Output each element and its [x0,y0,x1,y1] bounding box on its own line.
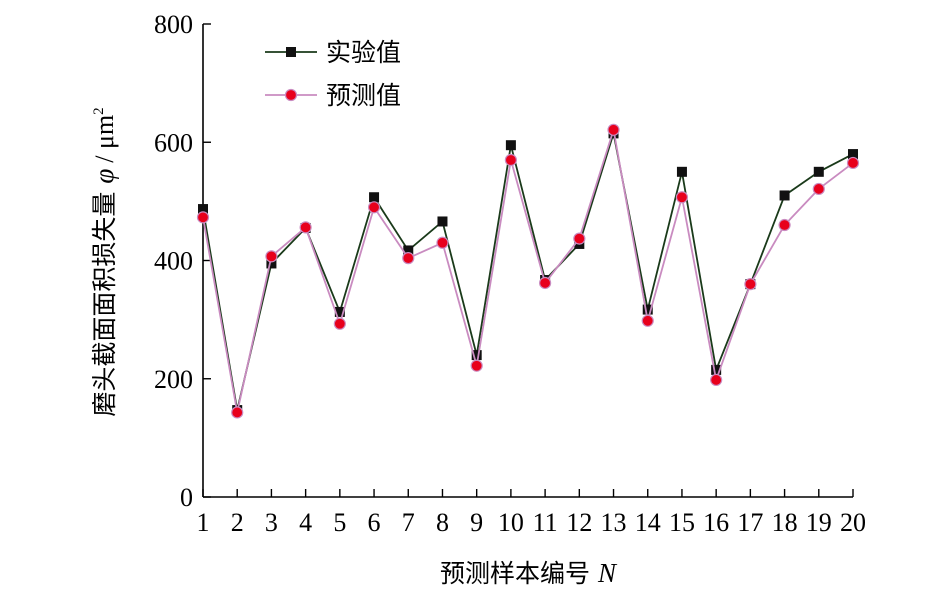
legend-label: 预测值 [326,81,401,110]
x-tick-label: 14 [635,508,661,537]
data-point-circle [641,314,654,327]
data-point-square [198,204,208,215]
x-tick-label: 3 [265,508,278,537]
data-point-square [334,306,345,317]
data-point-circle [470,359,483,372]
x-tick-label: 18 [772,508,798,537]
x-tick-label: 20 [840,508,866,537]
y-tick-label: 800 [154,10,193,39]
y-tick-label: 0 [180,483,193,512]
x-tick-label: 10 [498,508,524,537]
data-point-square [848,149,858,160]
data-point-circle [812,182,825,196]
x-ticks: 1 2 3 4 5 6 7 8 9 10 11 12 13 14 15 16 17 18 19 20 [197,489,866,537]
data-point-square [369,192,380,203]
x-tick-label: 4 [299,508,312,537]
legend-marker-square [286,47,296,57]
data-point-circle [333,317,346,330]
legend-marker-circle [284,88,298,102]
data-point-circle [539,276,552,290]
data-point-circle [573,232,586,245]
y-tick-label: 600 [154,128,193,157]
x-tick-label: 5 [333,508,346,537]
data-point-square [266,258,277,269]
x-tick-label: 7 [402,508,415,537]
x-tick-label: 12 [566,508,592,537]
data-point-circle [504,153,517,167]
data-point-square [711,364,722,375]
series-line [202,129,854,413]
data-point-circle [265,250,278,263]
data-point-circle [367,201,381,214]
x-tick-label: 15 [669,508,695,537]
legend-item: 实验值 [265,38,401,67]
y-tick-label: 400 [154,247,193,276]
data-point-circle [675,191,689,204]
series-2 [196,123,860,419]
data-point-circle [846,156,860,170]
data-point-circle [778,218,791,232]
x-tick-label: 1 [197,508,210,537]
data-point-square [813,166,824,177]
x-tick-label: 19 [806,508,832,537]
series-1 [198,128,858,416]
series-line [202,133,854,411]
data-point-circle [436,236,449,249]
data-point-circle [231,406,244,419]
y-ticks: 0 200 400 600 800 [154,10,211,512]
x-tick-label: 6 [368,508,381,537]
legend-item: 预测值 [265,81,401,110]
x-tick-label: 16 [703,508,729,537]
data-point-square [471,350,482,361]
x-axis-title: 预测样本编号 N [440,558,618,588]
data-point-circle [710,373,723,387]
data-point-square [642,304,653,315]
series-layer [196,123,860,419]
data-point-square [505,140,516,151]
data-point-circle [196,211,210,224]
data-point-circle [402,252,415,265]
y-axis-title: 磨头截面面积损失量φ/ μm2 [89,107,119,416]
x-tick-label: 17 [737,508,763,537]
data-point-square [403,245,414,256]
data-point-square [779,190,790,201]
data-point-circle [607,123,620,136]
legend-label: 实验值 [326,38,401,67]
data-point-circle [299,221,312,234]
x-tick-label: 9 [470,508,483,537]
x-tick-label: 8 [436,508,449,537]
y-tick-label: 200 [154,365,193,394]
data-point-square [437,216,448,227]
x-tick-label: 11 [533,508,558,537]
x-tick-label: 13 [601,508,627,537]
data-point-square [676,166,687,177]
x-tick-label: 2 [231,508,244,537]
data-point-circle [744,278,757,291]
